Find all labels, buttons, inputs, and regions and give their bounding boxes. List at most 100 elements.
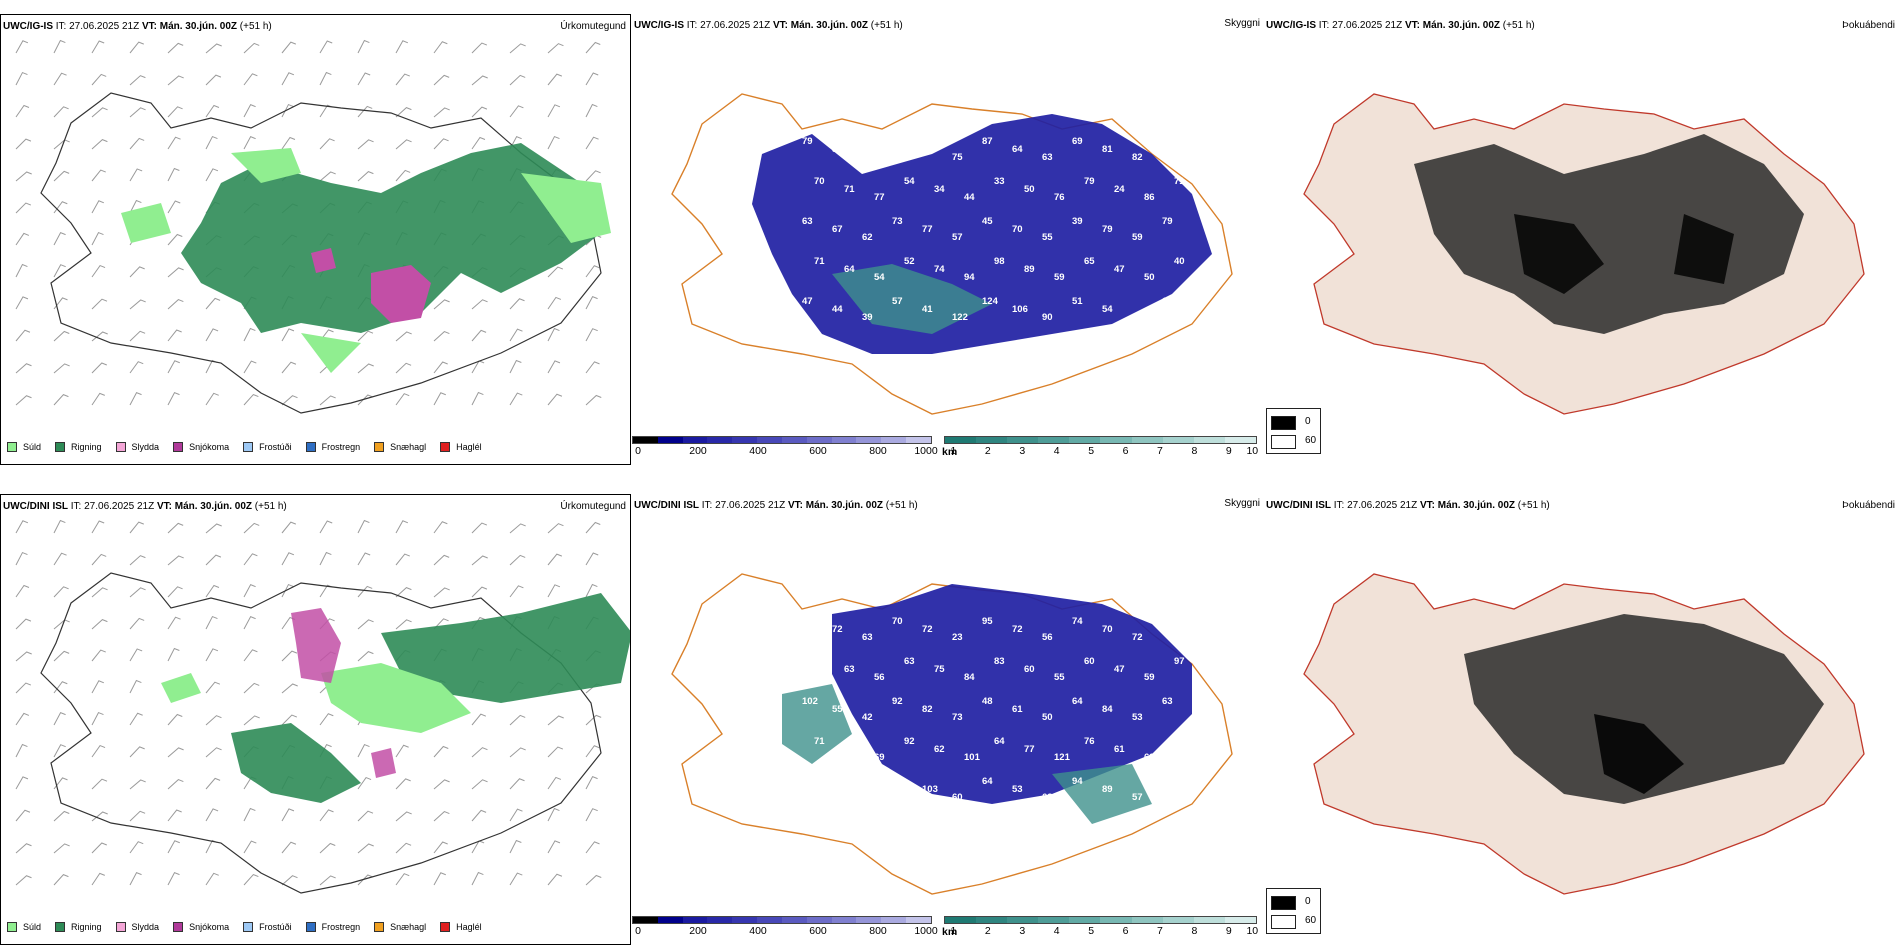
wind-barb [471,299,488,310]
wind-barb [243,873,259,886]
wind-barb [205,872,219,886]
wind-barb [167,329,182,342]
vis-value-label: 53 [1012,784,1023,795]
vis-value-label: 72 [1012,624,1023,635]
vis-value-label: 48 [982,696,993,707]
colorbar-tick: 2 [984,445,991,457]
vis-value-label: 64 [982,776,993,787]
vis-colorbar-fill [944,916,1257,924]
wind-barb [91,778,108,790]
wind-barb [129,266,145,278]
vis-value-label: 50 [1042,712,1053,723]
wind-barb [585,394,602,406]
colorbar-tick: 1000 [914,445,938,457]
legend-item: Frostúði [243,442,292,452]
vis-value-label: 48 [1132,312,1143,323]
vis-value-label: 65 [892,136,903,147]
wind-barb [509,585,524,598]
wind-barb [471,555,488,566]
wind-barb [585,776,598,790]
vis-value-label: 75 [952,152,963,163]
wind-barb [509,839,522,854]
panel-header: UWC/DINI ISL IT: 27.06.2025 21Z VT: Mán.… [634,500,918,511]
vis-value-label: 92 [904,736,915,747]
vis-value-label: 90 [1042,312,1053,323]
wind-barb [547,266,564,278]
wind-barb [15,843,32,854]
wind-barb [357,585,373,598]
wind-barb [91,298,108,310]
vis-value-label: 42 [862,712,873,723]
wind-barb [585,745,600,758]
wind-barb [433,41,448,54]
wind-barb [433,392,446,406]
wind-barb [357,619,374,630]
wind-barb [129,137,145,150]
vis-value-label: 60 [1024,664,1035,675]
wind-barb [509,392,523,406]
legend-item: Haglél [440,442,482,452]
vis-value-label: 39 [1072,216,1083,227]
wind-barb [243,584,256,598]
legend-item: Slydda [115,922,159,932]
wind-barb [547,523,564,534]
wind-barb [53,264,66,278]
legend-swatch [173,922,184,932]
legend-swatch [305,922,316,932]
vis-value-label: 57 [1132,792,1143,803]
colorbar-tick: 5 [1088,925,1095,937]
vis-value-label: 70 [892,616,903,627]
wind-barb [167,779,184,790]
wind-barb [281,875,298,886]
wind-barb [433,331,450,342]
wind-barb [319,171,336,182]
wind-barb [395,619,412,630]
vis-value-label: 51 [1072,296,1083,307]
vis-value-label: 57 [892,296,903,307]
precip-title: Úrkomutegund [560,501,626,512]
vis-value-label: 47 [1114,264,1125,275]
wind-barb [585,808,598,822]
wind-barb [205,168,219,182]
legend-swatch [305,442,316,452]
wind-barb [91,649,106,662]
vis-value-label: 69 [1072,136,1083,147]
wind-barb [395,778,411,790]
wind-barb [585,170,601,182]
wind-barb [281,361,297,374]
wind-barb [281,841,297,854]
vis-value-label: 92 [892,696,903,707]
panel-header: UWC/IG-IS IT: 27.06.2025 21Z VT: Mán. 30… [634,20,903,31]
wind-barb [357,171,374,182]
panel-header: UWC/DINI ISL IT: 27.06.2025 21Z VT: Mán.… [1266,500,1550,511]
wind-barb [471,871,484,886]
vis-value-label: 60 [1162,616,1173,627]
wind-barb [471,747,488,758]
legend-item: Rigning [55,442,102,452]
wind-barb [281,683,298,694]
wind-barb [433,872,446,886]
wind-barb [547,73,563,86]
vis-title: Skyggni [1224,18,1260,29]
vis-unit: km [942,446,958,458]
wind-barb [91,744,106,758]
wind-barb [53,552,67,566]
vis-value-label: 62 [934,744,945,755]
fog-legend: 0 60 [1266,408,1321,454]
vis-value-label: 50 [1024,184,1035,195]
wind-barb [91,711,104,726]
wind-barb [357,651,374,662]
colorbar-tick: 9 [1225,445,1232,457]
legend-swatch [115,442,126,452]
vis-value-label: 94 [964,272,975,283]
wind-barb [433,107,450,118]
wind-barb [357,363,374,374]
legend-label: Snjókoma [189,442,230,452]
wind-barb [281,583,294,598]
wind-barb [433,618,449,630]
wind-barb [319,551,332,566]
wind-barb [319,40,333,54]
wind-barb [91,362,107,374]
wind-barb [471,809,487,822]
